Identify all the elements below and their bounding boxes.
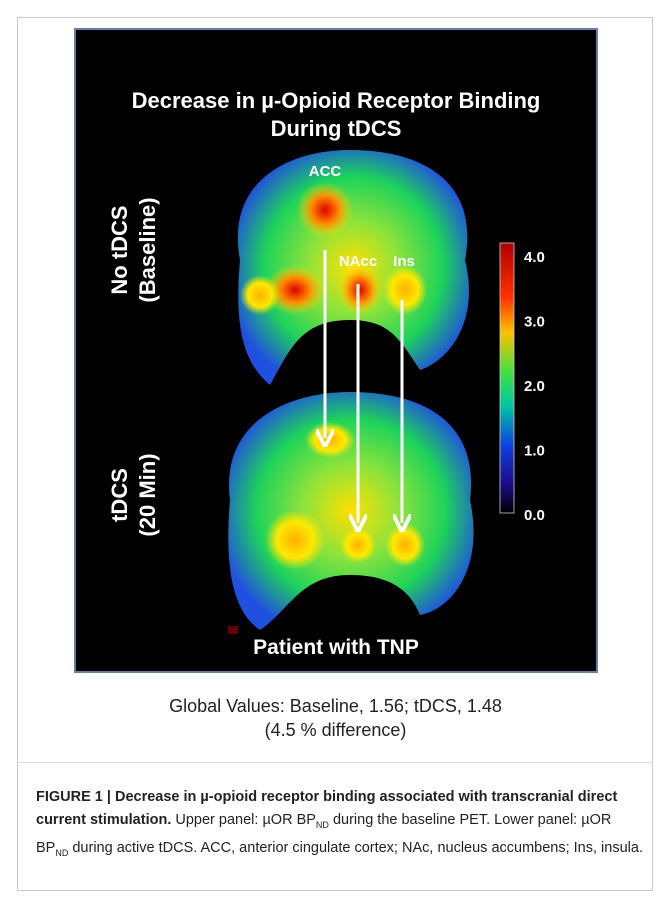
row-label: (Baseline) bbox=[135, 197, 160, 302]
separator bbox=[17, 762, 653, 763]
row-label: tDCS bbox=[107, 468, 132, 522]
caption-subscript: ND bbox=[316, 820, 329, 830]
row-label: (20 Min) bbox=[135, 453, 160, 536]
caption-subscript: ND bbox=[55, 848, 68, 858]
region-label: Ins bbox=[393, 253, 415, 270]
colorbar-tick-label: 4.0 bbox=[524, 249, 545, 266]
panel-title: During tDCS bbox=[271, 116, 402, 141]
caption-text: during active tDCS. ACC, anterior cingul… bbox=[68, 840, 643, 856]
caption-text: Upper panel: µOR BP bbox=[171, 812, 316, 828]
page: Decrease in µ-Opioid Receptor Binding Dur… bbox=[0, 0, 671, 912]
colorbar-tick-label: 3.0 bbox=[524, 314, 545, 331]
colorbar-tick-label: 1.0 bbox=[524, 443, 545, 460]
panel-footer: Patient with TNP bbox=[253, 636, 419, 659]
global-values: (4.5 % difference) bbox=[0, 720, 671, 741]
row-label: No tDCS bbox=[107, 205, 132, 294]
region-label: NAcc bbox=[339, 253, 377, 270]
colorbar-tick-label: 0.0 bbox=[524, 507, 545, 524]
global-values: Global Values: Baseline, 1.56; tDCS, 1.4… bbox=[0, 696, 671, 717]
caption: FIGURE 1 | Decrease in µ-opioid receptor… bbox=[36, 786, 646, 865]
colorbar-tick-label: 2.0 bbox=[524, 378, 545, 395]
region-label: ACC bbox=[309, 163, 342, 180]
colorbar bbox=[500, 243, 514, 513]
panel-title: Decrease in µ-Opioid Receptor Binding bbox=[132, 88, 541, 113]
figure-panel: Decrease in µ-Opioid Receptor Binding Dur… bbox=[0, 0, 671, 700]
